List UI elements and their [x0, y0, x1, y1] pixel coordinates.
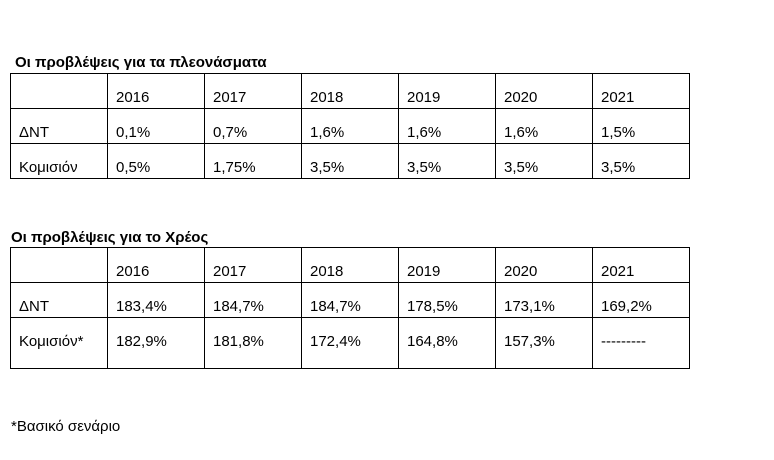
value-cell: 3,5% [495, 143, 593, 179]
year-header-cell: 2019 [398, 73, 496, 109]
year-header-cell: 2020 [495, 247, 593, 283]
row-label-cell: ΔΝΤ [10, 108, 108, 144]
year-header-cell: 2016 [107, 247, 205, 283]
value-cell: 0,7% [204, 108, 302, 144]
table-row: ΔΝΤ 0,1% 0,7% 1,6% 1,6% 1,6% 1,5% [10, 108, 690, 144]
value-cell: 3,5% [301, 143, 399, 179]
surplus-table: 2016 2017 2018 2019 2020 2021 ΔΝΤ 0,1% 0… [10, 73, 690, 179]
value-cell: 1,6% [495, 108, 593, 144]
value-cell: 1,5% [592, 108, 690, 144]
value-cell: 1,6% [301, 108, 399, 144]
value-cell: 181,8% [204, 317, 302, 369]
empty-corner-cell [10, 247, 108, 283]
year-header-cell: 2021 [592, 73, 690, 109]
debt-table-title: Οι προβλέψεις για το Χρέος [11, 229, 209, 246]
year-header-cell: 2016 [107, 73, 205, 109]
value-cell: 0,1% [107, 108, 205, 144]
surplus-table-title: Οι προβλέψεις για τα πλεονάσματα [15, 54, 267, 71]
row-label-cell: Κομισιόν [10, 143, 108, 179]
value-cell: 178,5% [398, 282, 496, 318]
value-cell: 172,4% [301, 317, 399, 369]
table-header-row: 2016 2017 2018 2019 2020 2021 [10, 247, 690, 283]
row-label-cell: ΔΝΤ [10, 282, 108, 318]
year-header-cell: 2018 [301, 73, 399, 109]
value-cell: 1,6% [398, 108, 496, 144]
debt-table: 2016 2017 2018 2019 2020 2021 ΔΝΤ 183,4%… [10, 247, 690, 369]
table-row: ΔΝΤ 183,4% 184,7% 184,7% 178,5% 173,1% 1… [10, 282, 690, 318]
value-cell: 157,3% [495, 317, 593, 369]
year-header-cell: 2021 [592, 247, 690, 283]
table-row: Κομισιόν* 182,9% 181,8% 172,4% 164,8% 15… [10, 317, 690, 369]
value-cell: 169,2% [592, 282, 690, 318]
year-header-cell: 2019 [398, 247, 496, 283]
value-cell: 183,4% [107, 282, 205, 318]
value-cell: 184,7% [301, 282, 399, 318]
year-header-cell: 2018 [301, 247, 399, 283]
value-cell: 3,5% [592, 143, 690, 179]
table-row: Κομισιόν 0,5% 1,75% 3,5% 3,5% 3,5% 3,5% [10, 143, 690, 179]
value-cell: 1,75% [204, 143, 302, 179]
value-cell: 164,8% [398, 317, 496, 369]
empty-corner-cell [10, 73, 108, 109]
value-cell: 184,7% [204, 282, 302, 318]
value-cell: 182,9% [107, 317, 205, 369]
value-cell: --------- [592, 317, 690, 369]
year-header-cell: 2017 [204, 73, 302, 109]
value-cell: 3,5% [398, 143, 496, 179]
year-header-cell: 2017 [204, 247, 302, 283]
footnote: *Βασικό σενάριο [11, 418, 121, 435]
row-label-cell: Κομισιόν* [10, 317, 108, 369]
value-cell: 0,5% [107, 143, 205, 179]
table-header-row: 2016 2017 2018 2019 2020 2021 [10, 73, 690, 109]
value-cell: 173,1% [495, 282, 593, 318]
year-header-cell: 2020 [495, 73, 593, 109]
